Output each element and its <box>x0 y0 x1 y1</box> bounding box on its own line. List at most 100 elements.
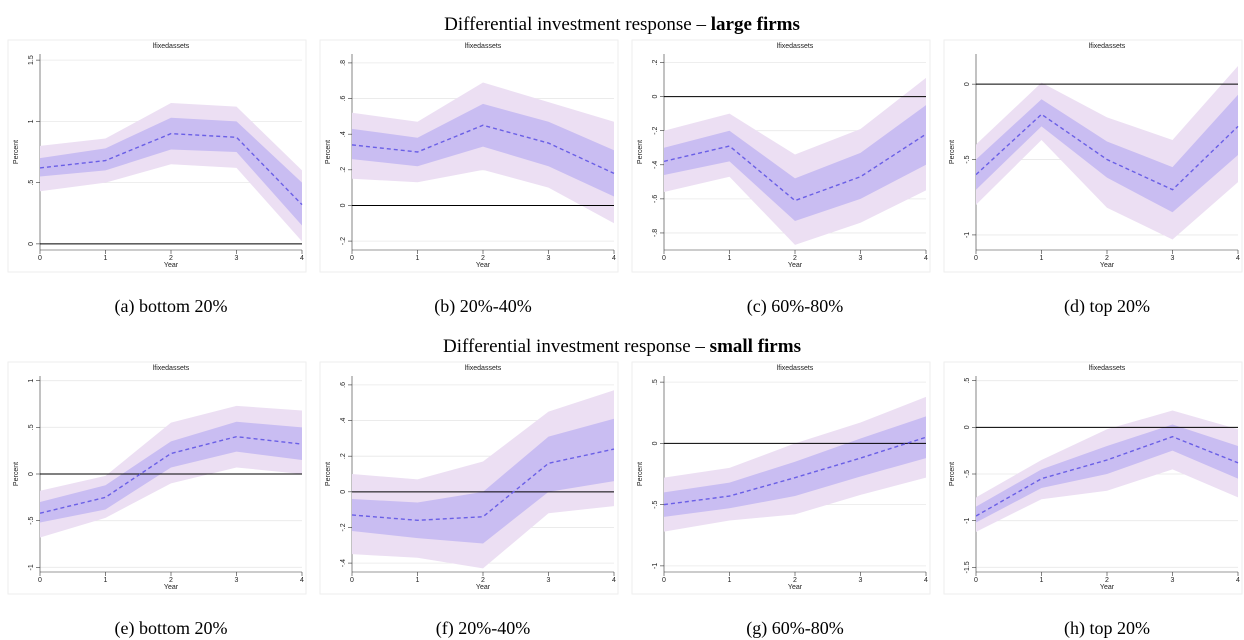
chart-panel: lfixedassets -1 -.5 0 .5 0 1 2 3 4 Year Percent (g) … <box>631 361 931 639</box>
x-tick-label: 2 <box>793 577 797 584</box>
y-tick-label: 1.5 <box>28 55 35 65</box>
x-axis-label: Year <box>1100 262 1115 269</box>
x-tick-label: 0 <box>662 255 666 262</box>
x-tick-label: 3 <box>859 255 863 262</box>
chart-panel: lfixedassets 0 .5 1 1.5 0 1 2 3 4 Year Percent (a) b… <box>7 39 307 317</box>
y-axis-label: Percent <box>325 462 332 486</box>
x-axis-label: Year <box>788 262 803 269</box>
y-tick-label: -.5 <box>652 500 659 508</box>
x-tick-label: 1 <box>1040 255 1044 262</box>
x-tick-label: 4 <box>612 255 616 262</box>
estimate-line <box>663 436 927 506</box>
y-tick-label: .4 <box>340 418 347 424</box>
heading-bold: small firms <box>710 336 801 357</box>
y-tick-label: -1 <box>28 564 35 570</box>
x-tick-label: 4 <box>924 255 928 262</box>
x-tick-label: 1 <box>104 577 108 584</box>
x-tick-label: 0 <box>38 577 42 584</box>
chart-panel: lfixedassets -.2 0 .2 .4 .6 .8 0 1 2 3 4 Year Percent… <box>319 39 619 317</box>
y-tick-label: 1 <box>28 119 35 123</box>
y-tick-label: .5 <box>28 180 35 186</box>
y-tick-label: -.5 <box>964 155 971 163</box>
y-tick-label: 0 <box>28 242 35 246</box>
chart-panel: lfixedassets -1 -.5 0 .5 1 0 1 2 3 4 Year Percent (e)… <box>7 361 307 639</box>
y-tick-label: .6 <box>340 96 347 102</box>
y-tick-label: .2 <box>340 167 347 173</box>
y-tick-label: -.6 <box>652 195 659 203</box>
x-tick-label: 2 <box>481 255 485 262</box>
x-tick-label: 0 <box>350 577 354 584</box>
x-tick-label: 3 <box>547 255 551 262</box>
estimate-line <box>39 132 303 206</box>
confidence-band <box>664 416 926 517</box>
confidence-band <box>664 77 926 245</box>
confidence-band <box>352 418 614 544</box>
x-axis-label: Year <box>476 584 491 591</box>
y-tick-label: .4 <box>340 131 347 137</box>
y-tick-label: .6 <box>340 382 347 388</box>
y-tick-label: .2 <box>652 59 659 65</box>
x-tick-label: 2 <box>169 577 173 584</box>
confidence-band <box>976 94 1238 213</box>
chart-panel: lfixedassets -1 -.5 0 0 1 2 3 4 Year Percent (d) to… <box>943 39 1243 317</box>
y-tick-label: 1 <box>28 379 35 383</box>
heading-text: Differential investment response – <box>443 336 705 357</box>
y-axis-label: Percent <box>949 140 956 164</box>
y-tick-label: 0 <box>340 490 347 494</box>
chart-panel: lfixedassets -.8 -.6 -.4 -.2 0 .2 0 1 2 3 4 Year Perc… <box>631 39 931 317</box>
y-tick-label: .5 <box>964 378 971 384</box>
y-axis-label: Percent <box>637 462 644 486</box>
x-tick-label: 4 <box>1236 255 1240 262</box>
y-tick-label: 0 <box>652 95 659 99</box>
heading-text: Differential investment response – <box>444 14 706 35</box>
x-tick-label: 3 <box>1171 255 1175 262</box>
chart-title: lfixedassets <box>1089 365 1126 372</box>
estimate-line <box>351 448 615 522</box>
y-tick-label: -.4 <box>652 161 659 169</box>
caption: (d) top 20% <box>1064 296 1150 317</box>
y-tick-label: 0 <box>28 472 35 476</box>
y-tick-label: -.2 <box>340 523 347 531</box>
confidence-band <box>40 117 302 226</box>
x-tick-label: 0 <box>662 577 666 584</box>
y-tick-label: -1 <box>964 517 971 523</box>
chart-title: lfixedassets <box>777 43 814 50</box>
caption: (e) bottom 20% <box>115 618 228 639</box>
y-tick-label: .5 <box>652 379 659 385</box>
y-tick-label: .8 <box>340 60 347 66</box>
x-tick-label: 0 <box>350 255 354 262</box>
x-tick-label: 1 <box>416 255 420 262</box>
x-tick-label: 4 <box>924 577 928 584</box>
estimate-line <box>663 133 927 202</box>
caption: (g) 60%-80% <box>746 618 843 639</box>
x-tick-label: 1 <box>728 255 732 262</box>
x-tick-label: 0 <box>974 577 978 584</box>
y-axis-label: Percent <box>949 462 956 486</box>
estimate-line <box>975 113 1239 191</box>
x-axis-label: Year <box>476 262 491 269</box>
x-tick-label: 2 <box>481 577 485 584</box>
x-tick-label: 4 <box>612 577 616 584</box>
x-tick-label: 4 <box>300 577 304 584</box>
chart-title: lfixedassets <box>465 43 502 50</box>
y-tick-label: -.4 <box>340 559 347 567</box>
caption: (h) top 20% <box>1064 618 1150 639</box>
confidence-band <box>976 424 1238 523</box>
y-axis-label: Percent <box>637 140 644 164</box>
x-axis-label: Year <box>164 262 179 269</box>
caption: (f) 20%-40% <box>436 618 530 639</box>
x-axis-label: Year <box>1100 584 1115 591</box>
estimate-line <box>351 124 615 175</box>
x-tick-label: 3 <box>547 577 551 584</box>
x-tick-label: 1 <box>416 577 420 584</box>
chart-title: lfixedassets <box>1089 43 1126 50</box>
x-tick-label: 1 <box>1040 577 1044 584</box>
confidence-band <box>352 82 614 224</box>
chart-panel: lfixedassets -1.5 -1 -.5 0 .5 0 1 2 3 4 Year Percent… <box>943 361 1243 639</box>
x-tick-label: 4 <box>1236 577 1240 584</box>
confidence-band <box>40 421 302 523</box>
y-tick-label: -.5 <box>964 470 971 478</box>
x-tick-label: 0 <box>974 255 978 262</box>
section-heading: Differential investment response – small… <box>443 336 801 357</box>
